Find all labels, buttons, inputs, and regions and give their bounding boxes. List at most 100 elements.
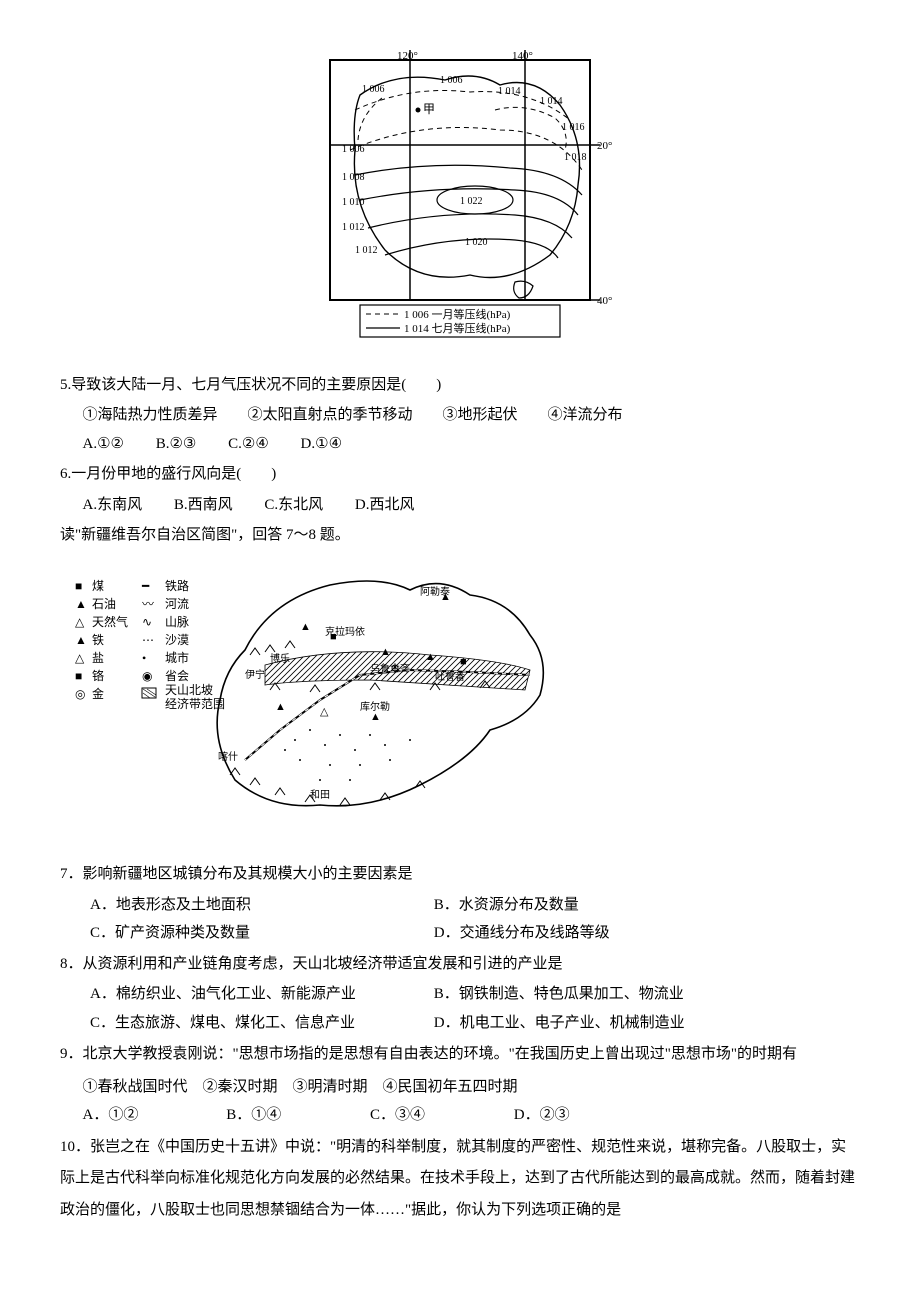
q9-opt-b[interactable]: B．①④ <box>226 1101 366 1130</box>
svg-text:△: △ <box>75 615 85 629</box>
q9-opt-a[interactable]: A．①② <box>83 1101 223 1130</box>
q6-opt-c[interactable]: C.东北风 <box>264 491 323 520</box>
legend-jan: 1 006 一月等压线(hPa) <box>404 307 511 321</box>
city-yining: 伊宁 <box>245 668 265 681</box>
jan-isobar <box>358 98 382 140</box>
legend-belt: 天山北坡 <box>165 683 213 697</box>
iso-label: 1 006 <box>362 84 385 95</box>
svg-text:▲: ▲ <box>380 646 391 658</box>
q7-opt-c[interactable]: C．矿产资源种类及数量 <box>90 919 430 948</box>
pressure-map-svg: 120° 140° 20° 40° 甲 1 006 1 006 1 014 1 … <box>300 50 620 340</box>
legend-gold: 金 <box>92 686 104 701</box>
svg-text:▲: ▲ <box>425 651 436 663</box>
q7-opt-b[interactable]: B．水资源分布及数量 <box>434 891 774 920</box>
q7-opts: A．地表形态及土地面积 B．水资源分布及数量 C．矿产资源种类及数量 D．交通线… <box>60 891 860 948</box>
svg-text:∿: ∿ <box>142 615 152 629</box>
city-klmy: 克拉玛依 <box>325 625 365 638</box>
legend-coal: 煤 <box>92 579 104 593</box>
q7-opt-d[interactable]: D．交通线分布及线路等级 <box>434 919 774 948</box>
q5-opt-c[interactable]: C.②④ <box>228 430 269 459</box>
q8-opt-c[interactable]: C．生态旅游、煤电、煤化工、信息产业 <box>90 1009 430 1038</box>
legend-cr: 铬 <box>92 668 104 683</box>
lat-label: 40° <box>597 295 612 307</box>
q8-stem: 8．从资源利用和产业链角度考虑，天山北坡经济带适宜发展和引进的产业是 <box>60 950 860 979</box>
q6-stem: 6.一月份甲地的盛行风向是( ) <box>60 460 860 489</box>
capital-dot <box>394 667 396 669</box>
svg-text:△: △ <box>75 651 85 665</box>
city-labels: 阿勒泰 克拉玛依 博乐 伊宁 乌鲁木齐 吐鲁番 库尔勒 喀什 和田 <box>218 585 465 801</box>
lon-label: 140° <box>512 50 533 62</box>
iso-label: 1 014 <box>498 86 521 97</box>
pressure-map-figure: 120° 140° 20° 40° 甲 1 006 1 006 1 014 1 … <box>60 50 860 351</box>
q5-stem: 5.导致该大陆一月、七月气压状况不同的主要原因是( ) <box>60 371 860 400</box>
city-ht: 和田 <box>310 789 330 801</box>
q6-opt-a[interactable]: A.东南风 <box>83 491 143 520</box>
svg-text:▲: ▲ <box>300 621 311 633</box>
q9-stem: 9．北京大学教授袁刚说："思想市场指的是思想有自由表达的环境。"在我国历史上曾出… <box>60 1039 860 1071</box>
jan-isobar <box>350 128 582 171</box>
jul-isobar <box>368 214 572 238</box>
iso-label: 1 016 <box>562 122 585 133</box>
jul-isobar <box>355 165 582 195</box>
q6-opt-b[interactable]: B.西南风 <box>174 491 233 520</box>
city-wlmq: 乌鲁木齐 <box>370 662 410 675</box>
iso-label: 1 012 <box>342 222 365 233</box>
point-jia-label: 甲 <box>423 102 435 116</box>
legend-belt2: 经济带范围 <box>165 696 225 711</box>
legend-river: 河流 <box>165 597 189 611</box>
city-aletai: 阿勒泰 <box>420 585 450 598</box>
svg-text:•: • <box>142 651 146 665</box>
xinjiang-outline <box>217 581 543 806</box>
svg-text:■: ■ <box>75 669 82 683</box>
svg-text:■: ■ <box>460 656 467 668</box>
svg-text:━: ━ <box>141 579 150 593</box>
q5-subs: ①海陆热力性质差异 ②太阳直射点的季节移动 ③地形起伏 ④洋流分布 <box>60 401 860 430</box>
iso-label: 1 022 <box>460 196 483 207</box>
xinjiang-map-figure: ■煤 ▲石油 △天然气 ▲铁 △盐 ■铬 ◎金 ━铁路 〰河流 ∿山脉 ⋯沙漠 … <box>70 560 860 841</box>
svg-text:⋯: ⋯ <box>142 633 154 647</box>
q7-opt-a[interactable]: A．地表形态及土地面积 <box>90 891 430 920</box>
q10-stem: 10．张岂之在《中国历史十五讲》中说："明清的科举制度，就其制度的严密性、规范性… <box>60 1132 860 1227</box>
q8-opt-a[interactable]: A．棉纺织业、油气化工业、新能源产业 <box>90 980 430 1009</box>
jan-isobar <box>355 90 570 120</box>
legend-col2: ━铁路 〰河流 ∿山脉 ⋯沙漠 •城市 ◉省会 天山北坡 经济带范围 <box>141 578 225 711</box>
svg-text:■: ■ <box>75 579 82 593</box>
legend-capital: 省会 <box>165 669 189 683</box>
legend-oil: 石油 <box>92 597 116 611</box>
legend-col1: ■煤 ▲石油 △天然气 ▲铁 △盐 ■铬 ◎金 <box>75 579 128 701</box>
legend-gas: 天然气 <box>92 614 128 629</box>
lon-label: 120° <box>397 50 418 62</box>
legend-desert: 沙漠 <box>165 633 189 647</box>
q7-stem: 7．影响新疆地区城镇分布及其规模大小的主要因素是 <box>60 860 860 889</box>
iso-label: 1 020 <box>465 237 488 248</box>
q8-opt-d[interactable]: D．机电工业、电子产业、机械制造业 <box>434 1009 774 1038</box>
q8-opts: A．棉纺织业、油气化工业、新能源产业 B．钢铁制造、特色瓜果加工、物流业 C．生… <box>60 980 860 1037</box>
point-jia <box>416 108 421 113</box>
desert-dots <box>279 729 411 781</box>
q5-opt-a[interactable]: A.①② <box>83 430 124 459</box>
q9-opt-c[interactable]: C．③④ <box>370 1101 510 1130</box>
lead-78: 读"新疆维吾尔自治区简图"，回答 7～8 题。 <box>60 521 860 550</box>
iso-label: 1 006 <box>440 75 463 86</box>
legend-jul: 1 014 七月等压线(hPa) <box>404 321 511 335</box>
q5-opt-b[interactable]: B.②③ <box>156 430 197 459</box>
q5-opt-d[interactable]: D.①④ <box>301 430 342 459</box>
svg-text:▲: ▲ <box>75 633 87 647</box>
legend-rail: 铁路 <box>165 578 189 593</box>
legend-iron: 铁 <box>92 633 104 647</box>
iso-label: 1 012 <box>355 245 378 256</box>
city-kel: 库尔勒 <box>360 700 390 713</box>
iso-label: 1 018 <box>564 152 587 163</box>
legend-mtn: 山脉 <box>165 614 189 629</box>
svg-text:◎: ◎ <box>75 687 85 701</box>
svg-text:▲: ▲ <box>75 597 87 611</box>
iso-label: 1 006 <box>342 144 365 155</box>
svg-text:△: △ <box>320 706 329 718</box>
city-tlf: 吐鲁番 <box>435 670 465 683</box>
iso-label: 1 014 <box>540 96 563 107</box>
q6-opt-d[interactable]: D.西北风 <box>355 491 415 520</box>
q6-opts: A.东南风 B.西南风 C.东北风 D.西北风 <box>60 491 860 520</box>
q5-opts: A.①② B.②③ C.②④ D.①④ <box>60 430 860 459</box>
q8-opt-b[interactable]: B．钢铁制造、特色瓜果加工、物流业 <box>434 980 774 1009</box>
q9-opt-d[interactable]: D．②③ <box>514 1101 654 1130</box>
